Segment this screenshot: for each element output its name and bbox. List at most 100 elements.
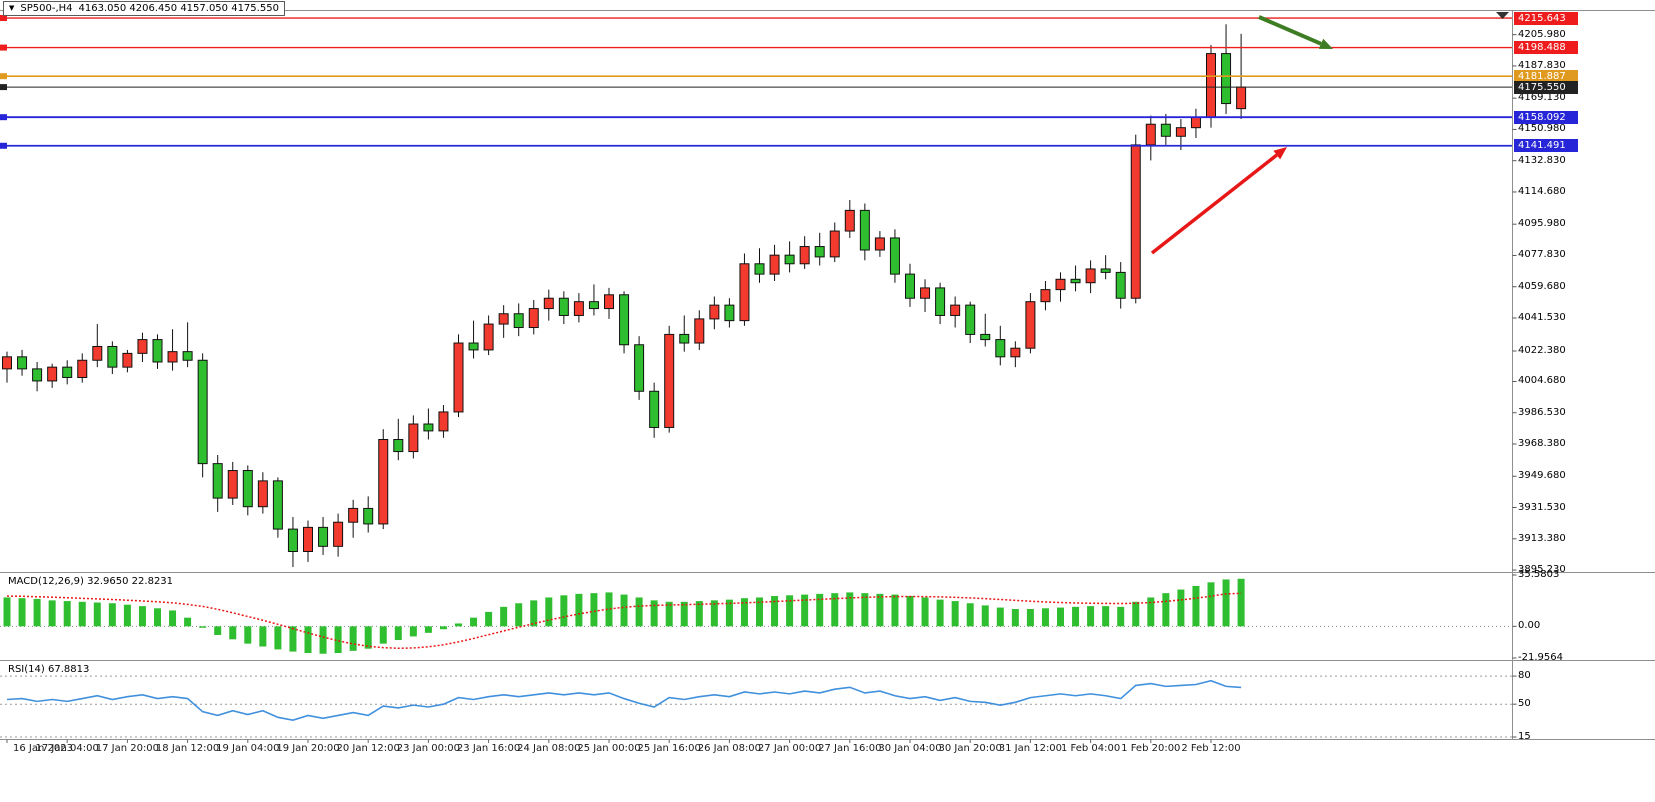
macd-histogram-bar [801,594,809,627]
macd-histogram-bar [786,595,794,627]
macd-histogram-bar [455,623,462,627]
macd-histogram-bar [108,603,116,627]
candle [995,325,1006,366]
candle [257,472,268,514]
one-click-trading-arrow-icon[interactable]: ▼ [9,4,15,12]
price-line-left-marker [0,142,7,149]
candle [889,229,900,283]
ohlc-values: 4163.050 4206.450 4157.050 4175.550 [78,3,279,14]
candle [408,415,419,459]
macd-histogram-bar [1102,606,1110,627]
macd-histogram-bar [319,626,327,654]
candle [1070,265,1081,292]
candle [167,329,178,371]
macd-histogram-bar [409,626,417,637]
macd-histogram-bar [123,604,131,627]
candle [814,232,825,266]
macd-histogram-bar [771,596,779,627]
candle [950,296,961,328]
macd-histogram-bar [485,611,493,627]
macd-indicator-label: MACD(12,26,9) 32.9650 22.8231 [8,576,173,587]
macd-histogram-bar [966,603,974,627]
bullish-trend-arrow[interactable] [1150,147,1287,255]
candle [1221,24,1232,114]
macd-histogram-bar [229,626,237,640]
macd-histogram-bar [846,592,854,627]
candle [799,236,810,269]
candle [1010,341,1021,368]
chart-info-box[interactable]: ▼ SP500-,H4 4163.050 4206.450 4157.050 4… [3,1,285,16]
candle [483,315,494,356]
candle [17,349,28,376]
candle [122,349,133,373]
macd-histogram-bar [48,600,56,627]
macd-histogram-bar [364,626,372,649]
macd-histogram-bar [78,601,86,627]
macd-histogram-bar [3,597,11,627]
candle [303,520,313,562]
candle [543,289,554,321]
macd-histogram-bar [831,593,839,627]
macd-histogram-bar [710,600,718,627]
macd-histogram-bar [936,599,944,627]
macd-histogram-bar [394,626,402,641]
candle [423,408,434,440]
candle [1190,108,1201,139]
chart-shift-marker-icon[interactable] [1496,12,1509,19]
candle [498,305,509,338]
macd-histogram-bar [439,626,447,630]
macd-histogram-bar [981,605,989,627]
candle [242,465,253,516]
price-line-left-marker [0,73,7,80]
candle [634,336,645,400]
macd-histogram-bar [515,603,523,627]
macd-histogram-bar [33,598,41,627]
candle [528,299,539,335]
macd-histogram-bar [184,617,192,627]
macd-histogram-bar [1057,607,1064,627]
candle [980,313,991,347]
macd-histogram-bar [1237,578,1245,627]
symbol-timeframe-label: SP500-,H4 [20,3,73,14]
candle [920,279,931,313]
candle [453,334,464,418]
macd-histogram-bar [289,626,297,652]
price-line-left-marker [0,114,7,121]
macd-histogram-bar [575,593,583,627]
candle [62,360,73,385]
macd-histogram-bar [530,600,538,627]
price-line-left-marker [0,15,7,22]
macd-histogram-bar [1177,589,1185,627]
macd-histogram-bar [274,626,282,650]
candle [47,363,58,388]
candle [649,382,660,438]
candle [468,320,479,359]
candle [769,244,780,282]
candle [152,334,163,369]
macd-histogram-bar [1207,582,1215,627]
candle [107,341,118,375]
candle [92,324,103,368]
candle [1145,115,1156,161]
macd-name: MACD(12,26,9) [8,576,84,587]
macd-histogram-bar [93,602,101,627]
candle [513,303,524,337]
macd-histogram-bar [620,594,628,627]
macd-histogram-bar [63,601,71,627]
resistance-rejection-arrow[interactable] [1258,15,1333,49]
macd-histogram-bar [740,598,748,627]
macd-histogram-bar [470,617,478,627]
macd-histogram-bar [891,594,899,627]
candle [709,296,720,330]
macd-histogram-bar [605,592,613,627]
macd-histogram-bar [214,626,222,635]
macd-histogram-bar [138,606,146,627]
macd-histogram-bar [1072,606,1080,627]
candle [182,322,193,368]
macd-values: 32.9650 22.8231 [87,576,174,587]
candle [197,353,208,478]
price-line-left-marker [0,44,7,51]
candle [77,353,88,383]
